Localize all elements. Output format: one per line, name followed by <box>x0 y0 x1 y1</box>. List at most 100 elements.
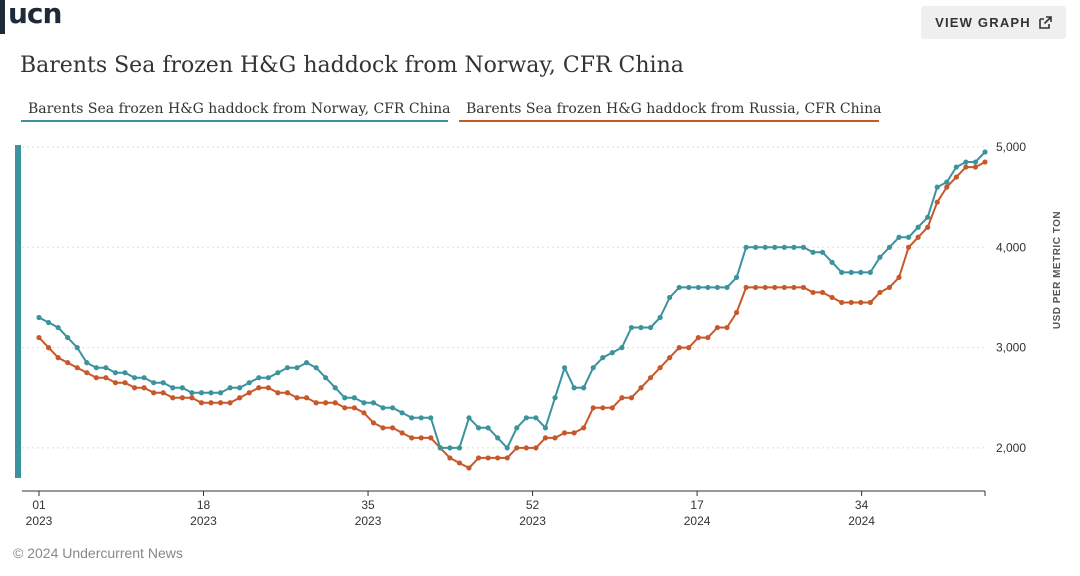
data-point-series-0 <box>609 350 615 356</box>
data-point-series-0 <box>905 234 912 240</box>
data-point-series-1 <box>858 299 864 306</box>
data-point-series-1 <box>896 274 902 280</box>
data-point-series-0 <box>733 274 740 280</box>
data-point-series-0 <box>523 415 529 421</box>
data-point-series-0 <box>896 234 902 240</box>
data-point-series-1 <box>495 455 501 461</box>
data-point-series-1 <box>151 390 157 396</box>
grid-lines: 2,000 3,000 4,000 5,000 <box>22 140 1026 455</box>
data-point-series-0 <box>485 425 491 431</box>
data-point-series-1 <box>256 385 262 391</box>
data-point-series-1 <box>877 289 883 296</box>
data-point-series-0 <box>877 254 883 260</box>
data-point-series-1 <box>237 395 243 401</box>
x-tick-year-label: 2024 <box>684 514 711 528</box>
x-tick-year-label: 2023 <box>519 514 546 528</box>
data-point-series-1 <box>724 324 730 331</box>
data-point-series-0 <box>810 249 816 255</box>
view-graph-button[interactable]: VIEW GRAPH <box>921 6 1066 39</box>
data-point-series-1 <box>667 355 673 361</box>
data-point-series-1 <box>800 284 807 291</box>
x-tick-week-label: 34 <box>855 498 869 512</box>
data-point-series-1 <box>198 400 205 406</box>
data-point-series-0 <box>934 184 940 190</box>
series-lines <box>38 151 986 469</box>
data-point-series-0 <box>839 269 845 275</box>
data-point-series-0 <box>982 149 988 155</box>
data-point-series-0 <box>456 445 463 451</box>
data-point-series-1 <box>246 390 252 396</box>
data-point-series-0 <box>246 380 252 386</box>
data-point-series-1 <box>466 465 472 471</box>
data-point-series-0 <box>370 400 377 406</box>
external-link-icon <box>1039 16 1052 29</box>
data-point-series-1 <box>934 199 940 205</box>
data-point-series-0 <box>695 284 701 291</box>
data-point-series-0 <box>781 244 787 250</box>
data-point-series-0 <box>160 380 166 386</box>
series-line-1 <box>38 161 986 469</box>
data-point-series-0 <box>208 390 214 396</box>
data-point-series-0 <box>571 385 577 391</box>
data-point-series-0 <box>944 179 950 185</box>
data-point-series-1 <box>829 294 835 301</box>
data-point-series-0 <box>65 334 71 341</box>
data-point-series-1 <box>972 164 979 170</box>
data-point-series-0 <box>447 445 453 451</box>
data-point-series-1 <box>389 425 396 431</box>
legend-item-norway[interactable]: Barents Sea frozen H&G haddock from Norw… <box>21 98 450 122</box>
data-point-series-0 <box>542 425 549 431</box>
series-points <box>36 149 988 471</box>
data-point-series-0 <box>294 365 300 371</box>
data-point-series-0 <box>380 405 386 411</box>
data-point-series-0 <box>819 249 826 255</box>
data-point-series-1 <box>131 385 138 391</box>
chart-title: Barents Sea frozen H&G haddock from Norw… <box>20 53 684 78</box>
y-tick-label: 4,000 <box>996 240 1026 254</box>
data-point-series-1 <box>36 334 42 341</box>
data-point-series-1 <box>915 234 921 240</box>
data-point-series-1 <box>447 455 453 461</box>
data-point-series-0 <box>829 259 835 265</box>
data-point-series-0 <box>705 284 711 291</box>
x-tick-week-label: 52 <box>526 498 540 512</box>
data-point-series-0 <box>437 445 443 451</box>
data-point-series-0 <box>389 405 396 411</box>
data-point-series-1 <box>619 395 625 401</box>
data-point-series-1 <box>791 284 797 291</box>
data-point-series-1 <box>561 430 568 436</box>
data-point-series-1 <box>65 360 71 366</box>
data-point-series-1 <box>294 395 300 401</box>
data-point-series-0 <box>858 269 864 275</box>
data-point-series-0 <box>198 390 205 396</box>
x-tick-week-label: 01 <box>32 498 46 512</box>
data-point-series-1 <box>839 299 845 306</box>
data-point-series-0 <box>323 375 329 381</box>
data-point-series-0 <box>428 415 434 421</box>
brand-logo[interactable]: ucn <box>0 0 62 34</box>
data-point-series-0 <box>475 425 482 431</box>
x-tick-week-label: 17 <box>690 498 704 512</box>
data-point-series-1 <box>867 299 873 306</box>
data-point-series-0 <box>55 324 61 331</box>
data-point-series-1 <box>523 445 529 451</box>
data-point-series-1 <box>160 390 166 396</box>
data-point-series-1 <box>953 174 959 180</box>
data-point-series-1 <box>733 309 740 316</box>
data-point-series-1 <box>208 400 214 406</box>
data-point-series-1 <box>179 395 185 401</box>
data-point-series-0 <box>217 390 224 396</box>
y-axis-title: USD PER METRIC TON <box>1052 211 1063 329</box>
data-point-series-0 <box>886 244 893 250</box>
data-point-series-1 <box>409 435 415 441</box>
data-point-series-0 <box>676 284 682 291</box>
data-point-series-1 <box>533 445 539 451</box>
brush-handle[interactable] <box>15 145 21 478</box>
legend-item-russia[interactable]: Barents Sea frozen H&G haddock from Russ… <box>459 98 882 122</box>
data-point-series-0 <box>953 164 959 170</box>
legend-label-russia: Barents Sea frozen H&G haddock from Russ… <box>466 101 882 117</box>
data-point-series-0 <box>74 345 80 351</box>
data-point-series-0 <box>581 385 587 391</box>
series-line-0 <box>38 151 986 449</box>
data-point-series-0 <box>619 345 625 351</box>
